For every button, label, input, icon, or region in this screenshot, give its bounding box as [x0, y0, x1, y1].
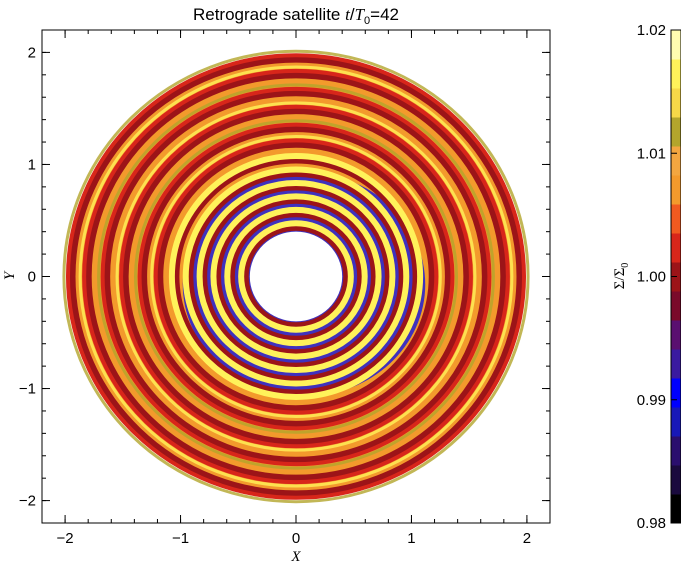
ring-highlight: [78, 65, 514, 488]
colorbar-tick-label: 1.01: [637, 145, 666, 162]
x-tick-label: 2: [523, 530, 531, 547]
ring-highlight: [62, 49, 530, 504]
colorbar-segment: [671, 349, 681, 379]
ring-dark-band: [186, 169, 406, 384]
y-tick-label: −1: [19, 381, 36, 398]
x-axis: −2 −1 0 1 2: [41, 30, 551, 547]
colorbar-segment: [671, 291, 681, 321]
ring-highlight: [97, 83, 495, 470]
ring-dark-band: [140, 125, 452, 428]
y-tick-label: 1: [28, 156, 36, 173]
colorbar-segment: [671, 88, 681, 118]
colorbar-segment: [671, 494, 681, 524]
colorbar-tick-label: 0.99: [637, 392, 666, 409]
disk-image: [62, 49, 530, 504]
ring-bright-band: [196, 179, 396, 374]
ring-dark-band: [121, 107, 471, 446]
y-axis: −2 −1 0 1 2: [19, 29, 550, 524]
ring-bright-band: [100, 86, 492, 467]
colorbar-segment: [671, 436, 681, 466]
ring-bright-band: [137, 122, 455, 431]
ring-bright-band: [153, 138, 439, 415]
ring-highlight: [134, 119, 458, 434]
colorbar-segment: [671, 407, 681, 437]
colorbar-segment: [671, 117, 681, 147]
colorbar-segment: [671, 233, 681, 263]
chart-title: Retrograde satellite t/T0=42: [193, 5, 399, 27]
colorbar-segment: [671, 146, 681, 176]
ring-dark-band: [200, 183, 392, 370]
ring-bright-band: [65, 53, 527, 500]
colorbar-axis: 0.98 0.99 1.00 1.01 1.02: [637, 22, 677, 532]
colorbar-tick-label: 1.00: [637, 269, 666, 286]
colorbar-segment: [671, 59, 681, 89]
colorbar-segment: [671, 175, 681, 205]
ring-bright-band: [182, 166, 410, 387]
ring-dark-band: [227, 210, 365, 343]
ring-highlight: [115, 101, 477, 452]
x-tick-label: −1: [172, 530, 189, 547]
disk-hole: [249, 231, 343, 322]
colorbar-segment: [671, 378, 681, 408]
ring-dark-band: [103, 89, 489, 464]
y-axis-label: Y: [2, 270, 18, 280]
x-tick-label: −2: [57, 530, 74, 547]
colorbar-tick-label: 1.02: [637, 22, 666, 39]
colorbar-tick-label: 0.98: [637, 515, 666, 532]
y-tick-label: −2: [19, 493, 36, 510]
ring-bright-band: [168, 153, 424, 400]
ring-dark-band: [156, 140, 436, 413]
colorbar-segment: [671, 204, 681, 234]
ring-bright-band: [238, 220, 354, 333]
ring-bright-band: [224, 206, 368, 347]
ring-dark-band: [84, 71, 508, 482]
ring-dark-band: [68, 55, 524, 498]
y-tick-label: 2: [28, 44, 36, 61]
ring-bright-band: [82, 68, 510, 485]
x-tick-label: 1: [407, 530, 415, 547]
ring-highlight: [150, 134, 442, 419]
x-tick-label: 0: [292, 530, 300, 547]
colorbar-label: Σ/Σ0: [612, 263, 631, 290]
colorbar-segment: [671, 465, 681, 495]
colorbar-segment: [671, 320, 681, 350]
colorbar-segment: [671, 30, 681, 60]
ring-dark-band: [241, 223, 351, 330]
ring-dark-band: [213, 196, 379, 357]
ring-bright-band: [210, 193, 382, 360]
x-axis-label: X: [290, 549, 301, 565]
ring-bright-band: [119, 104, 473, 449]
ring-dark-band: [172, 156, 420, 397]
y-tick-label: 0: [28, 269, 36, 286]
